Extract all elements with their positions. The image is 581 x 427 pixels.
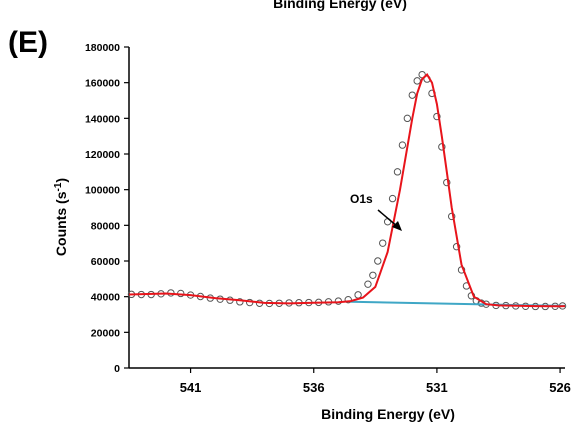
data-point xyxy=(388,194,397,203)
data-point xyxy=(393,168,402,176)
x-tick-label: 541 xyxy=(180,380,202,395)
top-cut-label: Binding Energy (eV) xyxy=(273,0,407,11)
annotation-arrowhead xyxy=(392,221,402,231)
data-point xyxy=(438,143,446,151)
y-axis-title: Counts (s-1) xyxy=(53,178,70,256)
y-tick-label: 140000 xyxy=(85,113,120,125)
y-tick-label: 80000 xyxy=(91,220,120,232)
x-axis-title: Binding Energy (eV) xyxy=(321,406,455,422)
data-point xyxy=(413,77,421,85)
annotation-label: O1s xyxy=(350,192,373,206)
data-point xyxy=(364,280,372,288)
x-tick-label: 526 xyxy=(549,380,571,395)
data-point xyxy=(369,271,377,279)
annotation-arrow xyxy=(377,209,399,228)
data-point xyxy=(408,91,416,99)
y-axis-title-close: ) xyxy=(53,178,69,183)
data-points xyxy=(127,70,567,311)
y-tick-label: 0 xyxy=(114,363,120,375)
y-axis-title-main: Counts (s xyxy=(53,191,69,256)
y-tick-label: 160000 xyxy=(85,78,120,90)
y-tick-label: 180000 xyxy=(85,42,120,54)
fit-line xyxy=(128,73,566,308)
y-tick-label: 20000 xyxy=(91,327,120,339)
y-axis-title-sup: -1 xyxy=(53,182,64,191)
data-point xyxy=(379,239,387,247)
x-tick-label: 531 xyxy=(426,380,448,395)
data-point xyxy=(236,298,244,306)
data-point xyxy=(403,114,412,123)
y-tick-label: 40000 xyxy=(91,292,120,304)
y-ticks: 0 20000 40000 60000 80000 100000 120000 140000 1… xyxy=(85,42,129,375)
data-point xyxy=(354,291,362,299)
data-point xyxy=(452,243,461,251)
data-point xyxy=(433,112,441,121)
panel-label: (E) xyxy=(8,26,48,59)
y-tick-label: 60000 xyxy=(91,256,120,268)
data-point xyxy=(443,178,451,187)
y-tick-label: 120000 xyxy=(85,149,120,161)
data-point xyxy=(374,257,382,265)
data-point xyxy=(398,141,407,149)
x-tick-label: 536 xyxy=(303,380,325,395)
data-point xyxy=(344,295,352,304)
y-tick-label: 100000 xyxy=(85,185,120,197)
x-ticks: 541 536 531 526 xyxy=(180,368,571,395)
